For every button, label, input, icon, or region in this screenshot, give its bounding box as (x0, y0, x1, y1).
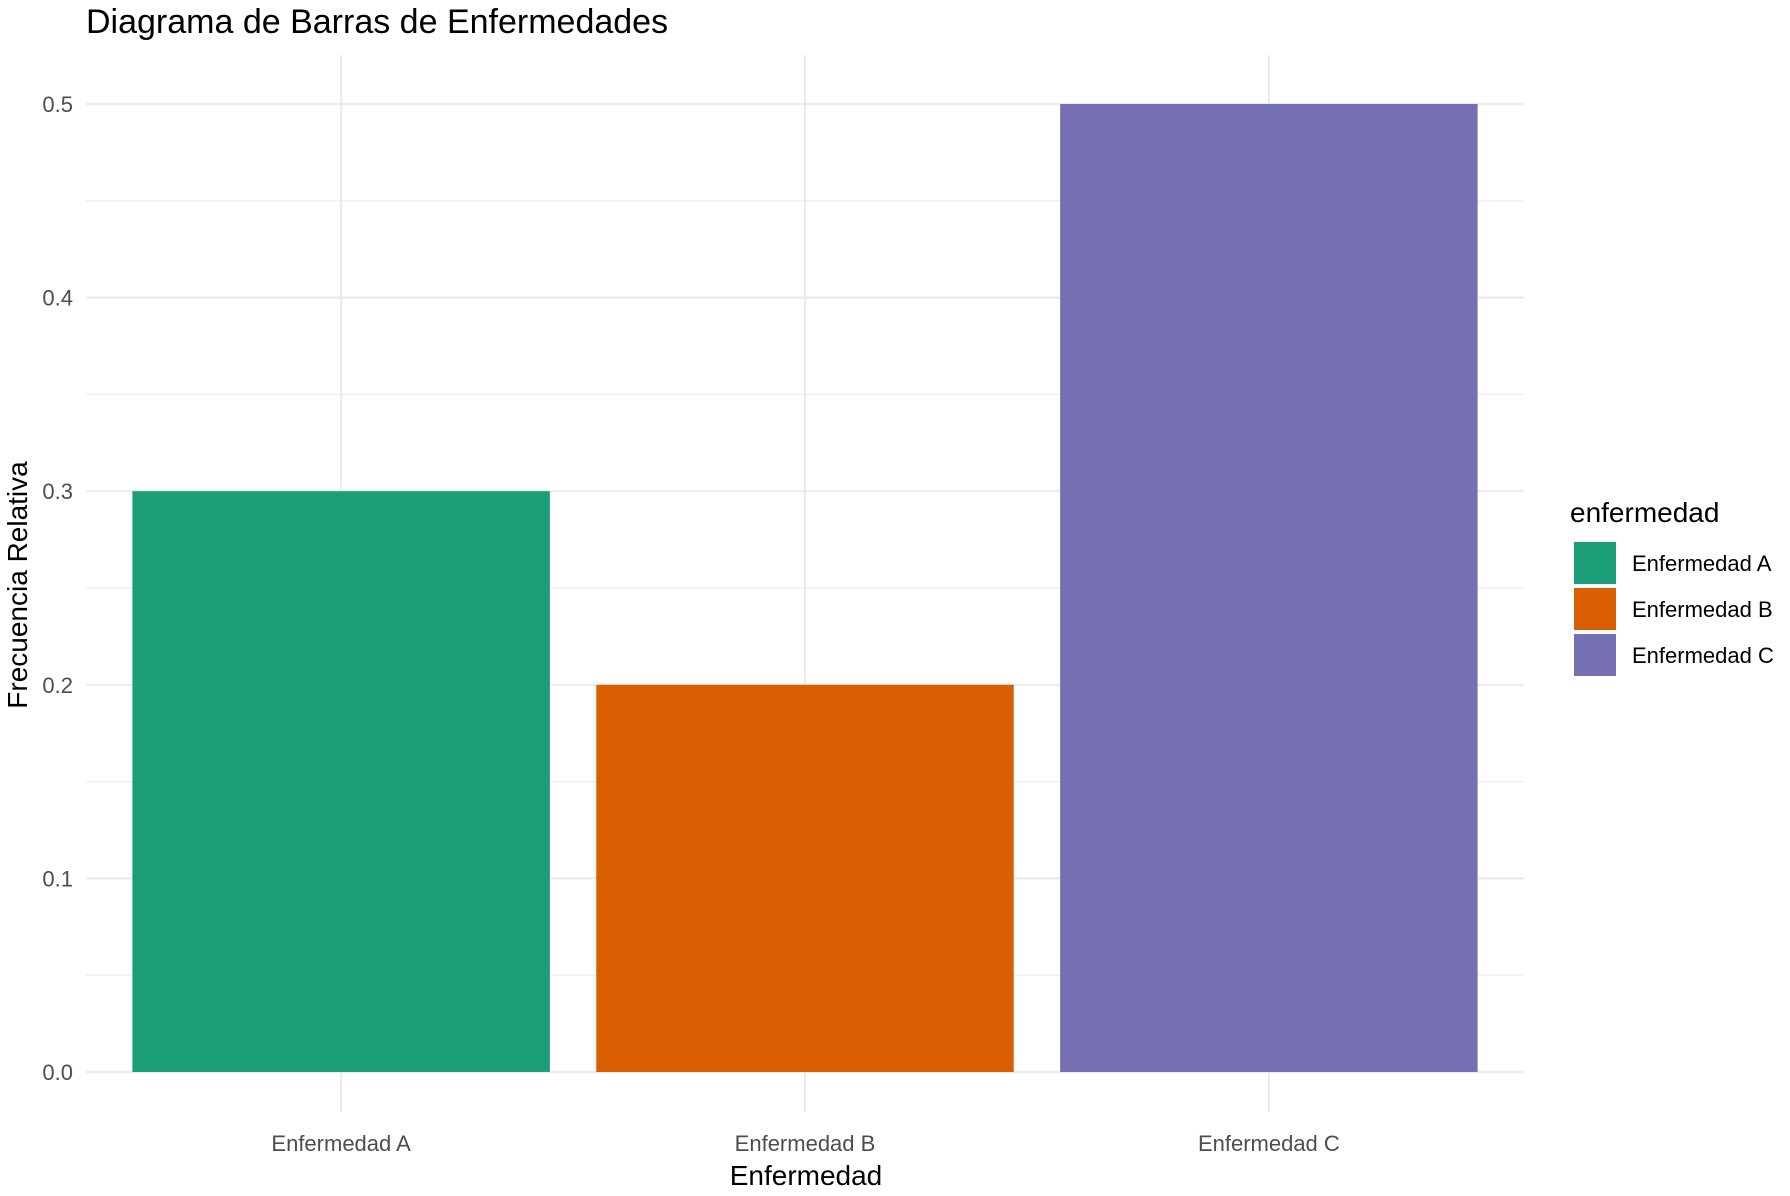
y-axis-title: Frecuencia Relativa (2, 461, 33, 709)
legend-key-2 (1574, 588, 1616, 630)
chart-title: Diagrama de Barras de Enfermedades (86, 3, 668, 41)
x-axis-title: Enfermedad (730, 1160, 883, 1191)
y-tick-label: 0.3 (42, 479, 73, 504)
legend-label-1: Enfermedad A (1632, 551, 1772, 576)
bars (132, 104, 1478, 1072)
y-tick-label: 0.1 (42, 866, 73, 891)
bar-2 (596, 684, 1014, 1072)
y-tick-label: 0.5 (42, 92, 73, 117)
y-tick-label: 0.0 (42, 1060, 73, 1085)
x-tick-label: Enfermedad A (271, 1131, 411, 1156)
y-tick-label: 0.4 (42, 286, 73, 311)
bar-1 (132, 491, 550, 1072)
legend-key-3 (1574, 634, 1616, 676)
legend-title: enfermedad (1570, 497, 1719, 528)
x-tick-label: Enfermedad C (1198, 1131, 1340, 1156)
x-axis-ticks: Enfermedad A Enfermedad B Enfermedad C (271, 1131, 1339, 1156)
legend-items: Enfermedad A Enfermedad B Enfermedad C (1574, 542, 1774, 676)
legend-label-2: Enfermedad B (1632, 597, 1773, 622)
bar-3 (1060, 104, 1478, 1072)
y-axis-ticks: 0.0 0.1 0.2 0.3 0.4 0.5 (42, 92, 73, 1085)
x-tick-label: Enfermedad B (735, 1131, 876, 1156)
legend-label-3: Enfermedad C (1632, 643, 1774, 668)
legend-key-1 (1574, 542, 1616, 584)
y-tick-label: 0.2 (42, 673, 73, 698)
